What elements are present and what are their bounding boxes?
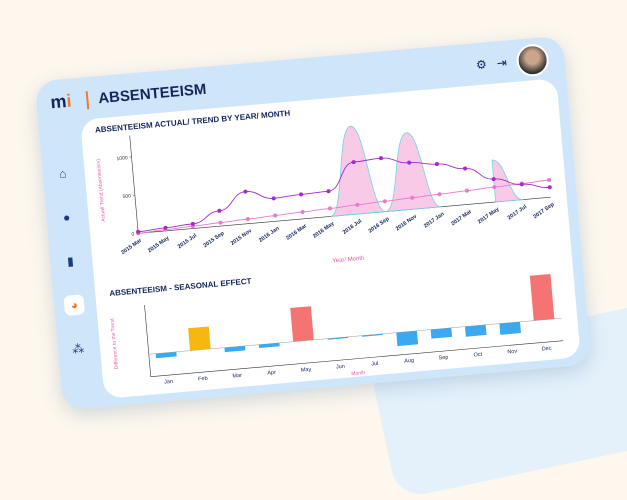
top-icons: ⚙ ⇥ <box>475 43 550 81</box>
point <box>273 213 277 217</box>
user-icon[interactable]: ● <box>56 207 78 229</box>
point <box>326 189 330 193</box>
separator <box>86 91 90 109</box>
document-icon[interactable]: ▮ <box>60 250 82 272</box>
x-tick-label: Jan <box>164 379 173 386</box>
point <box>435 162 439 166</box>
bar <box>396 331 418 346</box>
point <box>300 210 304 214</box>
dashboard-frame: mi ABSENTEEISM ⚙ ⇥ ⌂ ● ▮ ◕ ⁂ ABSENTEEISM… <box>35 36 592 411</box>
x-tick-label: 2015 Sep <box>203 230 227 249</box>
bar <box>188 326 211 350</box>
point <box>218 220 222 224</box>
point <box>217 209 221 213</box>
avatar[interactable] <box>515 43 550 78</box>
x-tick-label: 2017 Sep <box>533 201 557 220</box>
x-tick-label: 2017 Jan <box>423 211 446 230</box>
area <box>492 158 523 202</box>
y-axis <box>130 136 139 234</box>
point <box>383 199 387 203</box>
x-tick-label: Dec <box>541 346 552 353</box>
point <box>548 185 552 189</box>
x-tick-label: Sep <box>438 355 448 362</box>
point <box>463 166 467 170</box>
bar <box>156 352 177 358</box>
point <box>328 206 332 210</box>
logo: mi <box>50 91 73 114</box>
home-icon[interactable]: ⌂ <box>52 163 74 185</box>
point <box>437 192 441 196</box>
x-tick-label: 2016 May <box>312 220 336 239</box>
y-axis-label: Actual/ Trend (Absenteeism) <box>96 158 108 222</box>
x-tick-label: 2017 May <box>477 206 501 225</box>
bar <box>290 306 314 341</box>
x-tick-label: 2017 Jul <box>507 204 529 222</box>
point <box>243 189 247 193</box>
point <box>465 188 469 192</box>
x-tick-label: 2015 May <box>147 235 171 254</box>
bar <box>530 274 555 321</box>
x-tick-label: Aug <box>404 358 414 365</box>
x-tick-label: 2016 Sep <box>368 216 392 235</box>
x-tick-label: 2016 Jan <box>258 225 281 244</box>
x-tick-label: Jul <box>371 361 379 368</box>
org-icon[interactable]: ⁂ <box>67 338 89 360</box>
logout-icon[interactable]: ⇥ <box>496 56 507 71</box>
y-tick-label: 0 <box>131 232 135 238</box>
x-tick-label: 2016 Mar <box>285 223 308 242</box>
page-title: ABSENTEEISM <box>98 81 207 107</box>
y-tick-label: 1000 <box>116 155 128 162</box>
bar <box>499 322 521 335</box>
point <box>272 196 276 200</box>
x-tick-label: 2015 Jul <box>177 233 199 251</box>
point <box>246 217 250 221</box>
content-panel: ABSENTEEISM ACTUAL/ TREND BY YEAR/ MONTH… <box>80 78 581 399</box>
x-tick-label: Feb <box>198 376 208 383</box>
point <box>299 192 303 196</box>
y-axis <box>145 305 151 377</box>
bar <box>465 325 487 337</box>
point <box>547 178 551 182</box>
x-tick-label: 2015 Mar <box>120 237 143 256</box>
x-tick-label: 2016 Nov <box>395 213 419 232</box>
point <box>379 156 383 160</box>
y-tick-label: 500 <box>122 193 131 200</box>
x-tick-label: Nov <box>507 349 518 356</box>
chart-title: ABSENTEEISM ACTUAL/ TREND BY YEAR/ MONTH <box>95 109 291 135</box>
settings-icon[interactable]: ⚙ <box>475 57 487 72</box>
x-tick-label: Oct <box>473 352 483 359</box>
x-tick-label: 2016 Jul <box>342 218 364 236</box>
chart-icon[interactable]: ◕ <box>63 294 85 316</box>
bar <box>224 346 245 352</box>
x-tick-label: Mar <box>232 373 242 380</box>
x-tick-label: Apr <box>267 370 276 377</box>
x-tick-label: May <box>301 367 312 374</box>
x-tick-label: 2015 Nov <box>230 228 254 247</box>
page: mi ABSENTEEISM ⚙ ⇥ ⌂ ● ▮ ◕ ⁂ ABSENTEEISM… <box>0 0 627 441</box>
x-tick-label: Jun <box>336 364 345 371</box>
y-axis-label: Difference to the Trend <box>110 318 120 369</box>
x-tick-label: 2017 Mar <box>450 208 473 227</box>
x-axis-label: Month <box>351 370 366 377</box>
bar <box>431 328 452 339</box>
